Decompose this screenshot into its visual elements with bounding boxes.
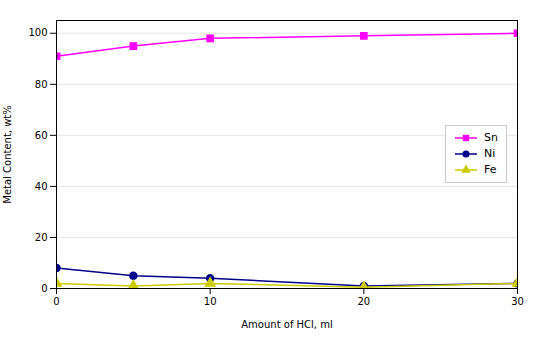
svg-text:Metal Content, wt%: Metal Content, wt% [2,105,13,204]
svg-text:100: 100 [28,27,47,38]
html-text:Fe: Fe [484,163,497,176]
svg-text:0: 0 [53,296,59,307]
svg-text:10: 10 [204,296,217,307]
html-text:Ni: Ni [484,147,496,160]
svg-text:80: 80 [35,79,48,90]
svg-text:0: 0 [41,283,47,294]
svg-text:Amount of HCl, ml: Amount of HCl, ml [241,319,332,330]
html-text:Sn: Sn [484,131,498,144]
svg-text:40: 40 [35,181,48,192]
svg-text:60: 60 [35,130,48,141]
svg-text:30: 30 [511,296,524,307]
svg-text:20: 20 [35,232,48,243]
svg-text:20: 20 [357,296,370,307]
